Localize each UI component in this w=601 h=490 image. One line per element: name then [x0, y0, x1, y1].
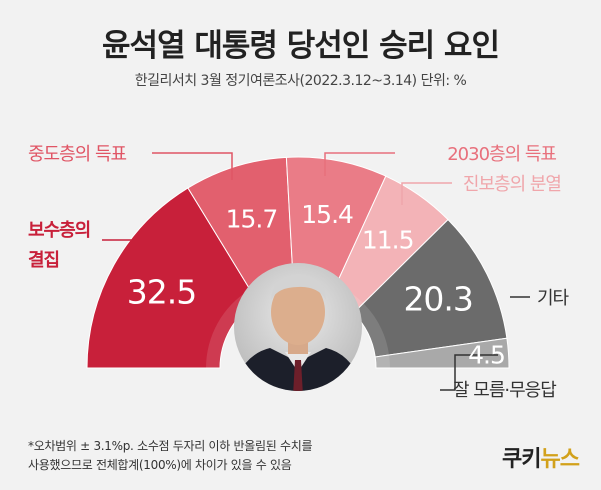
category-label-5: 잘 모름·무응답: [453, 380, 556, 401]
category-label-3: 진보층의 분열: [463, 174, 561, 195]
slice-5: [374, 337, 510, 369]
kukinews-logo: 쿠키뉴스: [502, 441, 580, 473]
data-label-0: 32.5: [127, 272, 196, 311]
slice-5-inner-ring: [375, 355, 391, 368]
slice-0: [86, 187, 259, 369]
category-label-0-line-1: 결집: [28, 250, 59, 271]
data-label-2: 15.4: [301, 200, 353, 229]
leader-line-1: [152, 152, 233, 180]
chart-subtitle: 한길리서치 3월 정기여론조사(2022.3.12~3.14) 단위: %: [134, 73, 467, 89]
category-label-0-line-0: 보수층의: [28, 220, 90, 241]
footnote-line-1: *오차범위 ± 3.1%p. 소수점 두자리 이하 반올림된 수치를: [28, 439, 313, 453]
category-label-2: 2030층의 득표: [447, 144, 556, 165]
footnote-line-2: 사용했으므로 전체합계(100%)에 차이가 있을 수 있음: [28, 458, 292, 472]
chart-title: 윤석열 대통령 당선인 승리 요인: [102, 28, 500, 64]
data-label-3: 11.5: [362, 226, 414, 255]
data-label-5: 4.5: [468, 341, 505, 370]
leader-line-3: [401, 182, 452, 205]
slice-4: [352, 218, 508, 358]
data-label-1: 15.7: [226, 205, 278, 234]
category-label-1: 중도층의 득표: [28, 144, 127, 165]
leader-line-2: [324, 152, 395, 176]
logo-part-1: 쿠키: [502, 447, 541, 472]
category-label-4: 기타: [537, 288, 570, 309]
footnote: *오차범위 ± 3.1%p. 소수점 두자리 이하 반올림된 수치를 사용했으므…: [28, 437, 313, 475]
logo-part-2: 뉴스: [540, 447, 580, 472]
data-label-4: 20.3: [403, 279, 472, 318]
leader-line-5: [440, 354, 498, 391]
slice-4-inner-ring: [353, 303, 390, 357]
